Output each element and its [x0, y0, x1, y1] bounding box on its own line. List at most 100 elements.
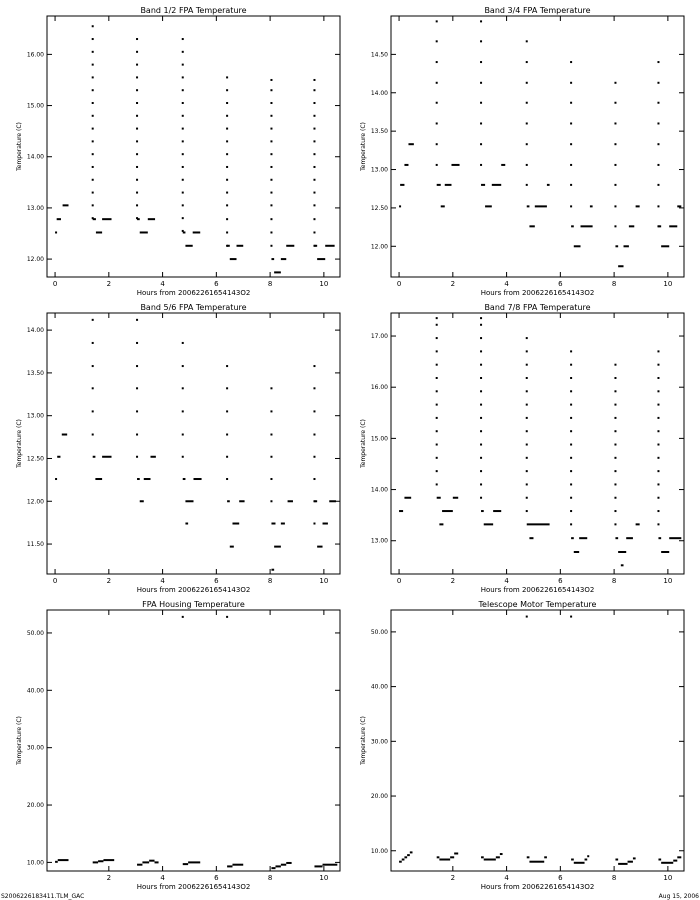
data-point — [657, 483, 660, 486]
data-point — [614, 456, 617, 459]
data-point — [313, 204, 316, 207]
data-point — [525, 101, 528, 104]
data-point — [614, 496, 617, 499]
data-point — [480, 61, 483, 64]
data-segment — [529, 860, 545, 863]
x-axis-label: Hours from 20062261654143O2 — [481, 883, 595, 891]
y-tick-label: 14.00 — [27, 327, 44, 334]
data-point — [614, 510, 617, 513]
data-segment — [661, 861, 674, 864]
data-segment — [271, 568, 275, 571]
data-segment — [182, 863, 189, 866]
data-point — [657, 205, 660, 208]
data-point — [525, 337, 528, 340]
data-point — [270, 89, 273, 92]
data-segment — [481, 856, 484, 859]
data-segment — [580, 225, 593, 228]
data-point — [313, 433, 316, 436]
data-segment — [544, 856, 547, 859]
data-point — [480, 20, 483, 23]
data-segment — [404, 496, 412, 499]
data-point — [657, 403, 660, 406]
data-segment — [139, 231, 148, 234]
data-point — [657, 225, 660, 228]
data-point — [91, 102, 94, 104]
data-segment — [661, 245, 670, 248]
data-point — [657, 470, 660, 473]
x-tick-label: 8 — [268, 280, 272, 288]
data-point — [570, 416, 573, 419]
data-point — [136, 410, 139, 413]
data-point — [181, 387, 184, 390]
data-point — [270, 500, 273, 503]
data-segment — [450, 856, 455, 859]
data-segment — [55, 231, 58, 234]
data-point — [570, 483, 573, 486]
data-point — [181, 127, 184, 130]
data-point — [270, 102, 273, 104]
data-point — [525, 615, 528, 618]
data-segment — [317, 545, 323, 548]
x-tick-label: 4 — [160, 280, 165, 288]
data-segment — [635, 205, 640, 208]
data-segment — [271, 522, 276, 525]
data-point — [91, 38, 94, 41]
data-segment — [193, 478, 202, 481]
data-point — [435, 323, 438, 326]
data-point — [657, 456, 660, 459]
data-point — [181, 140, 184, 143]
data-segment — [55, 860, 58, 863]
x-tick-label: 10 — [319, 874, 328, 882]
data-point — [313, 218, 316, 221]
plot-frame — [390, 15, 685, 278]
data-segment — [571, 225, 574, 228]
data-point — [91, 433, 94, 436]
data-point — [136, 127, 139, 130]
data-point — [435, 403, 438, 406]
data-point — [136, 140, 139, 143]
data-segment — [137, 863, 143, 866]
x-tick-label: 4 — [504, 874, 509, 882]
data-point — [480, 40, 483, 43]
data-point — [226, 231, 229, 234]
x-tick-label: 10 — [319, 577, 328, 585]
data-point — [435, 40, 438, 43]
data-point — [313, 365, 316, 368]
data-point — [614, 81, 617, 84]
data-segment — [495, 856, 500, 859]
data-point — [480, 363, 483, 366]
data-point — [313, 114, 316, 117]
data-point — [435, 376, 438, 379]
data-point — [136, 89, 139, 92]
data-segment — [329, 500, 336, 503]
data-segment — [571, 537, 574, 540]
data-point — [136, 318, 139, 321]
data-segment — [229, 545, 234, 548]
data-point — [91, 25, 94, 28]
data-point — [480, 483, 483, 486]
data-point — [181, 102, 184, 104]
data-point — [657, 443, 660, 446]
data-segment — [280, 863, 287, 866]
chart-title: Band 1/2 FPA Temperature — [140, 6, 246, 15]
chart-title: FPA Housing Temperature — [142, 600, 245, 609]
data-point — [570, 81, 573, 84]
data-point — [91, 410, 94, 413]
data-point — [614, 390, 617, 393]
data-segment — [615, 858, 619, 861]
data-point — [313, 231, 316, 234]
data-segment — [325, 244, 335, 247]
y-tick-label: 13.00 — [27, 413, 44, 420]
data-segment — [95, 478, 103, 481]
data-segment — [483, 858, 496, 861]
data-segment — [529, 225, 535, 228]
data-segment — [635, 523, 640, 526]
y-tick-label: 20.00 — [371, 793, 388, 800]
data-point — [525, 40, 528, 43]
y-tick-label: 11.50 — [27, 541, 44, 548]
data-segment — [227, 244, 230, 247]
data-segment — [618, 862, 628, 865]
data-point — [614, 183, 617, 186]
data-segment — [436, 496, 441, 499]
data-point — [657, 350, 660, 353]
